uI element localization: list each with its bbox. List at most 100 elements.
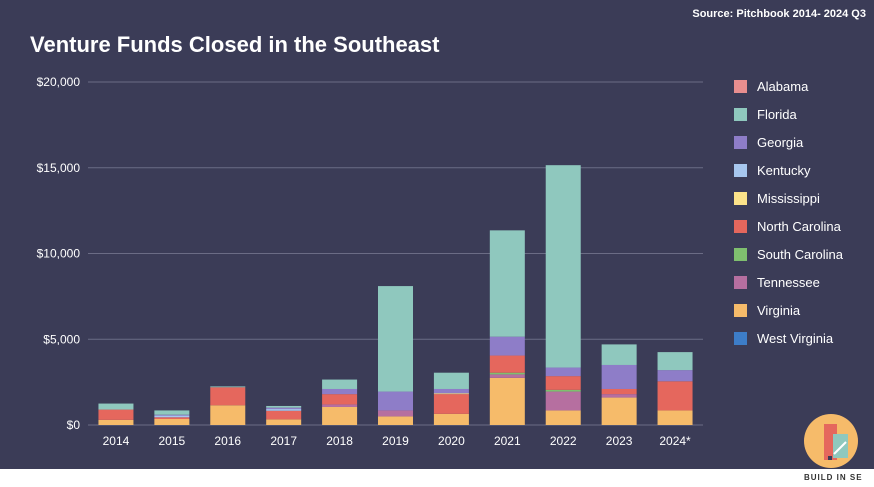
legend-label: Mississippi bbox=[757, 190, 820, 206]
legend-item-kentucky: Kentucky bbox=[734, 156, 843, 184]
bar-segment-virginia bbox=[489, 377, 525, 425]
bar-segment-south-carolina bbox=[489, 372, 525, 375]
bar-segment-tennessee bbox=[378, 410, 413, 417]
x-tick-label: 2017 bbox=[270, 434, 297, 448]
y-tick-label: $0 bbox=[67, 418, 81, 432]
bar-segment-virginia bbox=[545, 410, 581, 425]
legend-swatch bbox=[734, 219, 747, 233]
bar-segment-kentucky bbox=[266, 409, 302, 411]
bar-segment-virginia bbox=[601, 397, 637, 425]
legend-item-virginia: Virginia bbox=[734, 296, 843, 324]
x-tick-label: 2014 bbox=[103, 434, 130, 448]
bar-segment-florida bbox=[489, 230, 525, 337]
x-tick-label: 2018 bbox=[326, 434, 353, 448]
bar-segment-georgia bbox=[378, 391, 413, 411]
y-tick-label: $5,000 bbox=[43, 332, 80, 346]
legend-item-alabama: Alabama bbox=[734, 72, 843, 100]
bar-segment-florida bbox=[433, 372, 469, 389]
build-in-se-logo-icon bbox=[804, 414, 858, 468]
bar-segment-florida bbox=[545, 165, 581, 368]
bar-segment-virginia bbox=[210, 405, 246, 425]
bar-segment-south-carolina bbox=[545, 389, 581, 392]
bar-segment-georgia bbox=[489, 336, 525, 356]
bar-segment-florida bbox=[266, 405, 302, 408]
bar-segment-north-carolina bbox=[489, 355, 525, 373]
bar-segment-florida bbox=[378, 286, 413, 392]
x-tick-label: 2016 bbox=[214, 434, 241, 448]
legend-label: Virginia bbox=[757, 302, 801, 318]
bar-segment-georgia bbox=[601, 364, 637, 389]
bar-segment-virginia bbox=[378, 416, 413, 425]
x-tick-label: 2024* bbox=[659, 434, 691, 448]
bar-segment-virginia bbox=[322, 406, 358, 425]
x-tick-label: 2022 bbox=[550, 434, 577, 448]
bar-segment-kentucky bbox=[154, 415, 190, 418]
bar-segment-north-carolina bbox=[433, 394, 469, 414]
bar-segment-georgia bbox=[154, 414, 190, 416]
legend-item-west-virginia: West Virginia bbox=[734, 324, 843, 352]
legend-item-mississippi: Mississippi bbox=[734, 184, 843, 212]
x-tick-label: 2021 bbox=[494, 434, 521, 448]
legend-label: South Carolina bbox=[757, 246, 843, 262]
bar-segment-florida bbox=[657, 352, 693, 371]
legend: Alabama Florida Georgia Kentucky Mississippi… bbox=[734, 72, 843, 352]
legend-swatch bbox=[734, 191, 747, 205]
legend-item-tennessee: Tennessee bbox=[734, 268, 843, 296]
bar-segment-georgia bbox=[657, 370, 693, 382]
bar-segment-florida bbox=[322, 379, 358, 389]
legend-label: Florida bbox=[757, 106, 797, 122]
bar-segment-mississippi bbox=[433, 393, 469, 395]
bar-segment-georgia bbox=[545, 367, 581, 377]
x-tick-label: 2023 bbox=[606, 434, 633, 448]
bar-segment-florida bbox=[154, 410, 190, 415]
bar-segment-north-carolina bbox=[210, 387, 246, 406]
legend-swatch bbox=[734, 163, 747, 177]
y-tick-label: $20,000 bbox=[37, 75, 81, 89]
bar-segment-virginia bbox=[657, 410, 693, 425]
bar-segment-virginia bbox=[98, 419, 134, 425]
bar-segment-tennessee bbox=[489, 374, 525, 378]
bar-segment-tennessee bbox=[545, 391, 581, 411]
legend-label: North Carolina bbox=[757, 218, 841, 234]
bar-segment-virginia bbox=[154, 418, 190, 425]
chart-title: Venture Funds Closed in the Southeast bbox=[30, 32, 440, 57]
y-tick-label: $10,000 bbox=[37, 247, 81, 261]
legend-swatch bbox=[734, 135, 747, 149]
legend-label: Georgia bbox=[757, 134, 804, 150]
source-note: Source: Pitchbook 2014- 2024 Q3 bbox=[692, 8, 866, 20]
bar-segment-tennessee bbox=[601, 394, 637, 398]
legend-item-florida: Florida bbox=[734, 100, 843, 128]
bar-segment-florida bbox=[210, 386, 246, 388]
legend-swatch bbox=[734, 331, 747, 345]
brand-footer: BUILD IN SE bbox=[0, 469, 874, 487]
bar-segment-tennessee bbox=[322, 404, 358, 407]
legend-label: Alabama bbox=[757, 78, 809, 94]
legend-label: Kentucky bbox=[757, 162, 811, 178]
legend-item-south-carolina: South Carolina bbox=[734, 240, 843, 268]
bar-segment-north-carolina bbox=[266, 410, 302, 420]
legend-swatch bbox=[734, 275, 747, 289]
legend-item-georgia: Georgia bbox=[734, 128, 843, 156]
legend-swatch bbox=[734, 107, 747, 121]
bar-segment-virginia bbox=[433, 413, 469, 425]
bar-segment-north-carolina bbox=[657, 381, 693, 411]
legend-swatch bbox=[734, 303, 747, 317]
x-tick-label: 2020 bbox=[438, 434, 465, 448]
legend-item-north-carolina: North Carolina bbox=[734, 212, 843, 240]
legend-swatch bbox=[734, 247, 747, 261]
y-tick-label: $15,000 bbox=[37, 161, 81, 175]
bar-segment-georgia bbox=[433, 388, 469, 394]
x-tick-label: 2019 bbox=[382, 434, 409, 448]
bar-segment-georgia bbox=[266, 407, 302, 410]
bar-segment-north-carolina bbox=[98, 409, 134, 420]
legend-label: West Virginia bbox=[757, 330, 834, 346]
bar-segment-virginia bbox=[266, 419, 302, 425]
bar-segment-north-carolina bbox=[545, 376, 581, 390]
bar-segment-georgia bbox=[322, 388, 358, 395]
legend-swatch bbox=[734, 79, 747, 93]
bar-segment-florida bbox=[98, 403, 134, 410]
legend-label: Tennessee bbox=[757, 274, 820, 290]
bar-segment-north-carolina bbox=[154, 417, 190, 419]
bar-segment-north-carolina bbox=[322, 394, 358, 405]
